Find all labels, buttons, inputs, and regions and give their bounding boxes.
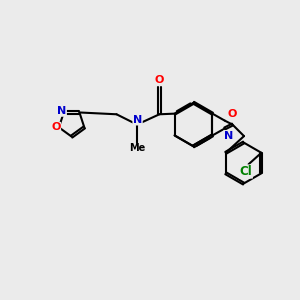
Text: O: O: [155, 75, 164, 85]
Text: N: N: [224, 131, 233, 141]
Text: Me: Me: [129, 143, 145, 153]
Text: Cl: Cl: [240, 165, 252, 178]
Text: N: N: [133, 115, 142, 125]
Text: O: O: [228, 109, 237, 119]
Text: N: N: [57, 106, 66, 116]
Text: O: O: [51, 122, 61, 132]
